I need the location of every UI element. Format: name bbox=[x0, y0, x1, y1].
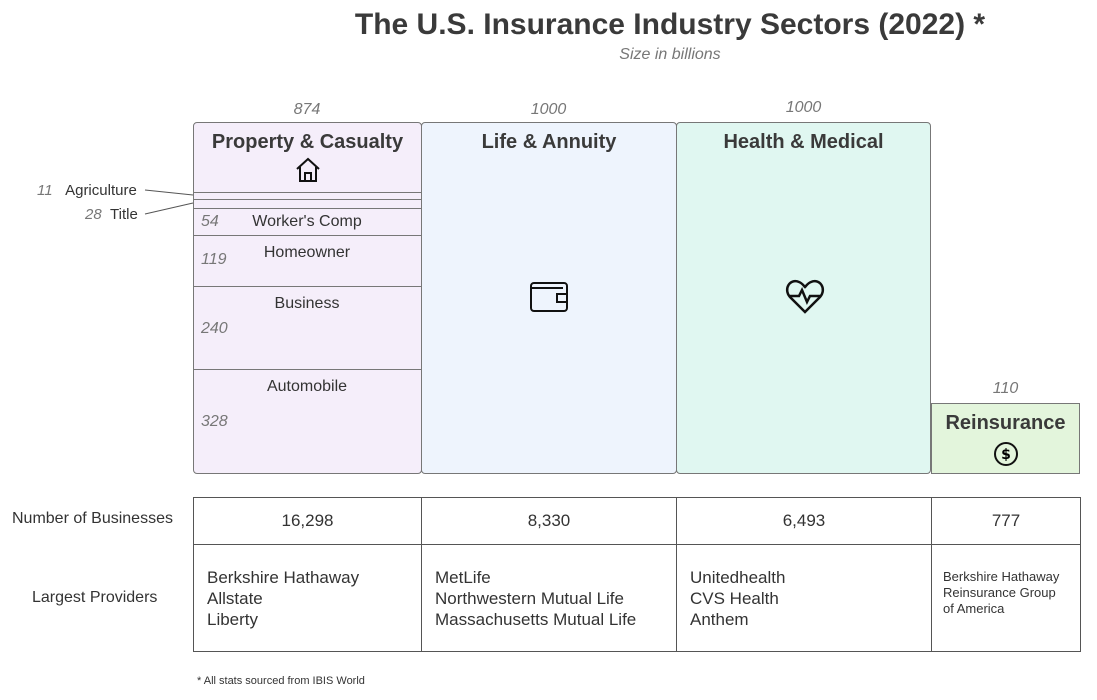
provider: Unitedhealth bbox=[690, 568, 786, 587]
row-label-providers: Largest Providers bbox=[32, 589, 158, 606]
segment-label: Homeowner bbox=[263, 244, 351, 261]
callout-lines bbox=[144, 189, 194, 215]
segment-agriculture bbox=[193, 192, 421, 199]
businesses-reins: 777 bbox=[931, 497, 1081, 545]
segment-label: Worker's Comp bbox=[252, 213, 362, 230]
provider: of America bbox=[943, 601, 1005, 616]
providers-health: Unitedhealth CVS Health Anthem bbox=[676, 544, 932, 652]
sector-property-casualty: Property & Casualty bbox=[193, 122, 422, 474]
segment-value: 240 bbox=[201, 320, 228, 337]
callout-title: 28 Title bbox=[85, 206, 138, 223]
provider: Berkshire Hathaway bbox=[207, 568, 360, 587]
size-health: 1000 bbox=[785, 99, 822, 116]
chart-title: The U.S. Insurance Industry Sectors (202… bbox=[354, 8, 986, 41]
sector-title: Life & Annuity bbox=[481, 131, 617, 153]
size-pc: 874 bbox=[293, 101, 321, 118]
providers-reins: Berkshire Hathaway Reinsurance Group of Am… bbox=[931, 544, 1081, 652]
segment-business: Business 240 bbox=[193, 286, 421, 369]
svg-text:$: $ bbox=[1001, 447, 1011, 463]
callout-agriculture: 11 Agriculture bbox=[37, 182, 137, 199]
segment-value: 119 bbox=[201, 251, 227, 268]
businesses-health: 6,493 bbox=[676, 497, 932, 545]
provider: Allstate bbox=[207, 589, 263, 608]
segment-homeowner: Homeowner 119 bbox=[193, 235, 421, 286]
size-life: 1000 bbox=[530, 101, 567, 118]
sector-health-medical: Health & Medical bbox=[676, 122, 931, 474]
businesses-pc: 16,298 bbox=[193, 497, 422, 545]
house-icon bbox=[296, 157, 320, 182]
chart-subtitle: Size in billions bbox=[619, 46, 721, 63]
segment-value: 28 bbox=[85, 206, 102, 223]
segment-value: 328 bbox=[201, 413, 228, 430]
providers-life: MetLife Northwestern Mutual Life Massachus… bbox=[421, 544, 677, 652]
provider: Liberty bbox=[207, 610, 259, 629]
footnote: * All stats sourced from IBIS World bbox=[197, 675, 365, 687]
businesses-life: 8,330 bbox=[421, 497, 677, 545]
provider: Berkshire Hathaway bbox=[943, 569, 1060, 584]
provider: MetLife bbox=[435, 568, 491, 587]
segment-value: 54 bbox=[201, 213, 219, 230]
dollar-coin-icon: $ bbox=[994, 442, 1018, 466]
provider: Anthem bbox=[690, 610, 749, 629]
sector-life-annuity: Life & Annuity bbox=[421, 122, 677, 474]
provider: CVS Health bbox=[690, 589, 779, 608]
wallet-icon bbox=[530, 282, 568, 312]
sector-title: Reinsurance bbox=[945, 412, 1066, 434]
heart-pulse-icon bbox=[785, 279, 825, 314]
row-label-businesses: Number of Businesses bbox=[12, 510, 173, 527]
segment-workers-comp: Worker's Comp 54 bbox=[193, 208, 421, 235]
segment-label: Business bbox=[274, 295, 340, 312]
segment-label: Automobile bbox=[266, 378, 348, 395]
segment-label: Title bbox=[110, 206, 138, 223]
provider: Massachusetts Mutual Life bbox=[435, 610, 637, 629]
sector-title: Health & Medical bbox=[723, 131, 884, 153]
size-reins: 110 bbox=[992, 380, 1019, 397]
sector-reinsurance: Reinsurance $ bbox=[931, 403, 1080, 474]
provider: Reinsurance Group bbox=[943, 585, 1056, 600]
sector-title: Property & Casualty bbox=[211, 131, 404, 153]
segment-automobile: Automobile 328 bbox=[193, 369, 421, 473]
segment-value: 11 bbox=[37, 182, 53, 199]
providers-pc: Berkshire Hathaway Allstate Liberty bbox=[193, 544, 422, 652]
provider: Northwestern Mutual Life bbox=[435, 589, 624, 608]
segment-label: Agriculture bbox=[65, 182, 137, 199]
segment-title bbox=[193, 199, 421, 208]
